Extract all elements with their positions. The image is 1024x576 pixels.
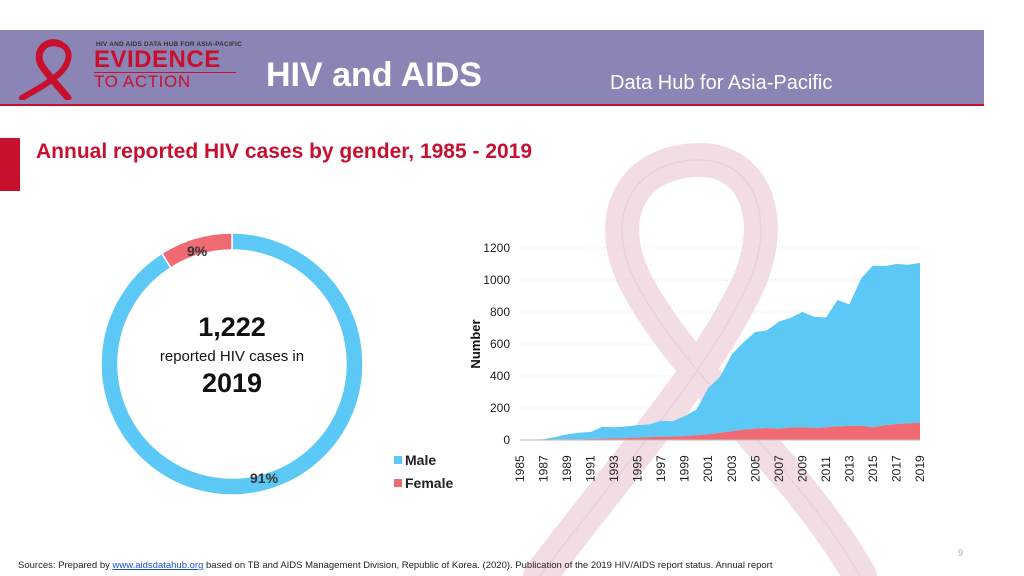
legend-swatch-female xyxy=(394,478,402,487)
sources-footnote: Sources: Prepared by www.aidsdatahub.org… xyxy=(18,560,772,571)
donut-slice-male xyxy=(100,232,364,496)
chart-legend: Male Female xyxy=(394,448,453,494)
y-tick-label: 400 xyxy=(490,369,510,383)
x-tick-label: 2013 xyxy=(842,455,856,482)
page-title: HIV and AIDS xyxy=(266,56,482,94)
y-tick-label: 0 xyxy=(503,433,510,447)
chart-title: Annual reported HIV cases by gender, 198… xyxy=(36,140,533,163)
y-axis-label: Number xyxy=(468,319,483,368)
x-tick-label: 1987 xyxy=(537,455,551,482)
x-tick-label: 1997 xyxy=(654,455,668,482)
logo-sub-text: TO ACTION xyxy=(94,72,191,91)
x-tick-label: 2001 xyxy=(701,455,715,482)
legend-label-male: Male xyxy=(405,451,437,468)
area-series-male xyxy=(520,262,920,440)
x-tick-label: 1993 xyxy=(607,455,621,482)
title-accent-tab xyxy=(0,138,20,191)
donut-chart xyxy=(100,232,364,496)
y-tick-label: 800 xyxy=(490,305,510,319)
legend-item-female: Female xyxy=(394,471,453,494)
legend-item-male: Male xyxy=(394,448,453,471)
donut-male-label: 91% xyxy=(250,470,279,486)
y-tick-label: 1000 xyxy=(483,273,510,287)
x-tick-label: 2019 xyxy=(913,455,927,482)
x-tick-label: 1995 xyxy=(631,455,645,482)
legend-label-female: Female xyxy=(405,474,454,491)
x-tick-label: 1985 xyxy=(513,455,527,482)
x-tick-label: 2007 xyxy=(772,455,786,482)
x-tick-label: 2003 xyxy=(725,455,739,482)
donut-female-label: 9% xyxy=(187,243,208,259)
header-bar xyxy=(0,30,984,104)
y-tick-label: 1200 xyxy=(483,241,510,255)
x-tick-label: 2005 xyxy=(748,455,762,482)
donut-center-year: 2019 xyxy=(201,368,263,398)
x-tick-label: 1989 xyxy=(560,455,574,482)
ribbon-logo-icon xyxy=(19,39,72,100)
x-tick-label: 2009 xyxy=(795,455,809,482)
sources-link[interactable]: www.aidsdatahub.org xyxy=(112,560,204,571)
y-tick-label: 200 xyxy=(490,401,510,415)
sources-suffix: based on TB and AIDS Management Division… xyxy=(203,560,773,571)
page-subtitle: Data Hub for Asia-Pacific xyxy=(610,72,833,94)
y-tick-label: 600 xyxy=(490,337,510,351)
logo-top-text: HIV AND AIDS DATA HUB FOR ASIA-PACIFIC xyxy=(96,41,243,48)
logo-main-text: EVIDENCE xyxy=(94,46,221,73)
page-number: 9 xyxy=(958,548,964,558)
x-tick-label: 2015 xyxy=(866,455,880,482)
donut-center-number: 1,222 xyxy=(198,312,266,342)
x-tick-label: 1991 xyxy=(584,455,598,482)
sources-prefix: Sources: Prepared by xyxy=(18,560,113,571)
x-tick-label: 1999 xyxy=(678,455,692,482)
donut-slice-female xyxy=(160,232,233,269)
area-series-female xyxy=(520,422,920,440)
header-divider xyxy=(0,104,984,106)
donut-center-text: reported HIV cases in xyxy=(159,348,305,365)
legend-swatch-male xyxy=(394,455,402,464)
x-tick-label: 2011 xyxy=(819,456,833,482)
area-chart: 0 200 400 600 800 1000 1200 Number 1985 1987 1989 1… xyxy=(468,241,927,482)
x-tick-label: 2017 xyxy=(889,455,903,482)
logo-rule xyxy=(94,72,236,73)
